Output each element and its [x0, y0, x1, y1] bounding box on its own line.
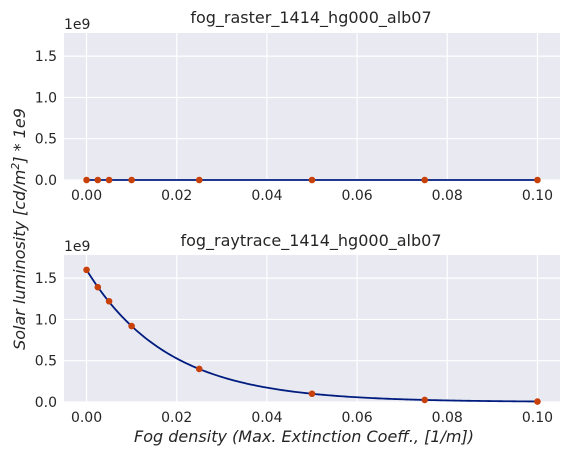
- data-point: [105, 297, 113, 305]
- data-point: [421, 396, 429, 404]
- y-tick-label: 0.5: [35, 132, 57, 148]
- y-tick-label: 1.5: [35, 271, 57, 287]
- y-tick-label: 0.5: [35, 354, 57, 370]
- data-point: [128, 322, 135, 330]
- x-tick-label: 0.08: [432, 188, 463, 204]
- data-point: [128, 176, 135, 184]
- y-tick-label: 1.5: [35, 49, 57, 65]
- data-point: [308, 390, 316, 398]
- x-tick-label: 0.06: [342, 188, 373, 204]
- x-tick-label: 0.00: [71, 410, 102, 426]
- chart-title: fog_raster_1414_hg000_alb07: [190, 8, 431, 28]
- y-axis-label: Solar luminosity [cd/m2] * 1e9: [9, 108, 29, 350]
- chart-panel-raytrace: fog_raytrace_1414_hg000_alb07 1e9 0.00 0.…: [35, 231, 560, 426]
- x-tick-label: 0.10: [522, 410, 553, 426]
- data-point: [195, 176, 203, 184]
- data-point: [83, 266, 90, 274]
- y-offset-label: 1e9: [64, 17, 90, 33]
- x-tick-label: 0.06: [342, 410, 373, 426]
- plot-area: [64, 255, 560, 402]
- y-tick-label: 1.0: [35, 90, 57, 106]
- data-point: [94, 176, 102, 184]
- data-point: [308, 176, 316, 184]
- data-point: [534, 176, 541, 184]
- x-tick-label: 0.08: [432, 410, 463, 426]
- x-tick-label: 0.00: [71, 188, 102, 204]
- data-point: [105, 176, 113, 184]
- plot-area: [64, 33, 560, 180]
- data-point: [421, 176, 429, 184]
- y-tick-label: 1.0: [35, 312, 57, 328]
- data-point: [83, 176, 90, 184]
- chart-title: fog_raytrace_1414_hg000_alb07: [180, 231, 441, 251]
- x-tick-label: 0.04: [251, 410, 282, 426]
- x-axis-label: Fog density (Max. Extinction Coeff., [1/…: [134, 427, 474, 446]
- y-tick-label: 0.0: [35, 395, 57, 411]
- data-point: [195, 365, 203, 373]
- x-tick-label: 0.02: [161, 188, 192, 204]
- chart-panel-raster: fog_raster_1414_hg000_alb07 1e9 0.00 0.02…: [35, 8, 560, 204]
- y-tick-label: 0.0: [35, 173, 57, 189]
- data-point: [94, 283, 102, 291]
- x-tick-label: 0.02: [161, 410, 192, 426]
- data-point: [534, 398, 541, 405]
- y-offset-label: 1e9: [64, 239, 90, 255]
- x-tick-label: 0.10: [522, 188, 553, 204]
- x-tick-label: 0.04: [251, 188, 282, 204]
